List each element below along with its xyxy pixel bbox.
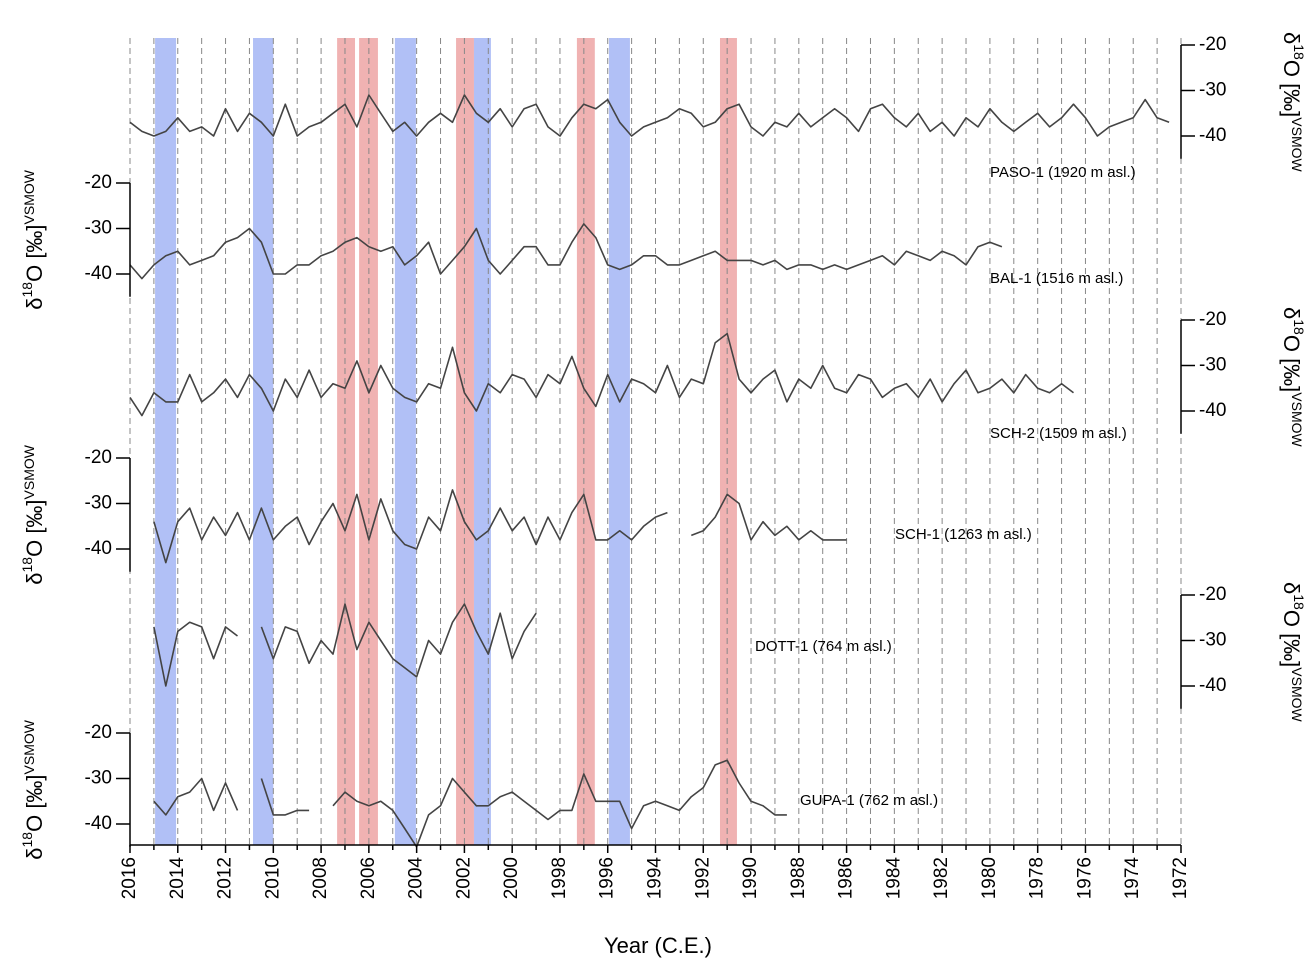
x-tick-label: 1994	[645, 857, 666, 900]
y-tick-label: -30	[85, 218, 112, 239]
y-axis-title-part: δ	[22, 297, 47, 309]
x-tick-label: 2002	[453, 857, 474, 899]
y-tick-label: -30	[1199, 80, 1226, 101]
y-axis-title-part: O [‰]	[22, 499, 47, 556]
highlight-band	[608, 38, 630, 845]
y-axis-title-part: 18	[1291, 44, 1307, 60]
series-lines	[129, 94, 1170, 848]
y-axis-title-part: O [‰]	[22, 774, 47, 831]
x-tick-label: 2004	[406, 857, 427, 900]
x-tick-label: 1980	[979, 857, 1000, 899]
x-tick-label: 1996	[597, 857, 618, 899]
series-label: SCH-1 (1263 m asl.)	[895, 526, 1032, 543]
y-axis-title-part: δ	[1279, 32, 1304, 44]
y-axis-title-part: O [‰]	[1279, 610, 1304, 667]
y-tick-label: -20	[1199, 309, 1226, 330]
y-axis-title: δ18O [‰]VSMOW	[1279, 307, 1307, 448]
x-tick-label: 2010	[262, 857, 283, 899]
series-line	[153, 603, 537, 687]
y-axis-title-part: 18	[1291, 594, 1307, 610]
series-line	[129, 94, 1170, 137]
highlight-band	[394, 38, 416, 845]
y-axis-title-part: O [‰]	[22, 224, 47, 281]
y-axis-title-part: 18	[1291, 319, 1307, 335]
y-axis-title-part: VSMOW	[21, 444, 37, 499]
x-tick-label: 2014	[167, 857, 188, 900]
y-axis-title-part: δ	[1279, 582, 1304, 594]
x-tick-label: 2016	[119, 857, 140, 899]
y-tick-label: -20	[1199, 584, 1226, 605]
y-tick-label: -30	[85, 493, 112, 514]
y-axis-title-part: δ	[22, 572, 47, 584]
highlight-band	[576, 38, 595, 845]
x-tick-label: 2008	[310, 857, 331, 899]
y-axis-title-part: δ	[22, 847, 47, 859]
y-tick-label: -20	[1199, 34, 1226, 55]
y-tick-label: -30	[1199, 630, 1226, 651]
x-tick-label: 1992	[692, 857, 713, 899]
y-tick-label: -40	[1199, 675, 1226, 696]
y-tick-label: -40	[1199, 400, 1226, 421]
y-tick-label: -40	[85, 813, 112, 834]
y-axis-title-part: 18	[19, 282, 35, 298]
x-tick-label: 1982	[931, 857, 952, 899]
y-axis-title-part: O [‰]	[1279, 60, 1304, 117]
series-label: DOTT-1 (764 m asl.)	[755, 638, 892, 655]
y-axis-title-part: δ	[1279, 307, 1304, 319]
y-axis-title-part: VSMOW	[21, 719, 37, 774]
x-tick-label: 1974	[1122, 857, 1143, 900]
x-tick-label: 1998	[549, 857, 570, 899]
x-tick-label: 1972	[1170, 857, 1191, 899]
x-tick-label: 2000	[501, 857, 522, 899]
bands	[155, 38, 737, 845]
y-tick-label: -30	[1199, 355, 1226, 376]
grid	[129, 38, 1182, 845]
axes: 2016 2014 2012 2010 2008 2006 2004 2002 2000 1998…	[19, 32, 1308, 899]
x-tick-label: 1978	[1027, 857, 1048, 899]
y-tick-label: -40	[85, 263, 112, 284]
highlight-band	[253, 38, 274, 845]
x-tick-label: 1988	[788, 857, 809, 899]
x-tick-label: 1986	[836, 857, 857, 899]
series-line	[129, 332, 1074, 417]
series-label: GUPA-1 (762 m asl.)	[800, 792, 938, 809]
highlight-band	[473, 38, 491, 845]
highlight-band	[456, 38, 474, 845]
y-tick-label: -40	[1199, 125, 1226, 146]
y-tick-label: -20	[85, 172, 112, 193]
series-label: BAL-1 (1516 m asl.)	[990, 270, 1123, 287]
x-tick-label: 2006	[358, 857, 379, 899]
y-axis-title: δ18O [‰]VSMOW	[19, 444, 47, 585]
series-label: PASO-1 (1920 m asl.)	[990, 164, 1136, 181]
y-axis-title: δ18O [‰]VSMOW	[19, 169, 47, 310]
x-tick-label: 1976	[1074, 857, 1095, 899]
series-line	[153, 489, 847, 564]
y-tick-label: -30	[85, 768, 112, 789]
y-axis-title: δ18O [‰]VSMOW	[19, 719, 47, 860]
y-axis-title-part: VSMOW	[1289, 667, 1305, 722]
y-axis-title-part: VSMOW	[21, 169, 37, 224]
x-tick-label: 1984	[883, 857, 904, 900]
series-line	[153, 759, 787, 848]
highlight-band	[337, 38, 356, 845]
y-axis-title-part: O [‰]	[1279, 335, 1304, 392]
x-axis-title: Year (C.E.)	[604, 933, 712, 958]
y-axis-title-part: VSMOW	[1289, 117, 1305, 172]
x-tick-label: 1990	[740, 857, 761, 899]
y-axis-title: δ18O [‰]VSMOW	[1279, 32, 1307, 173]
highlight-band	[719, 38, 737, 845]
y-tick-label: -40	[85, 538, 112, 559]
y-axis-title-part: 18	[19, 557, 35, 573]
y-axis-title-part: 18	[19, 832, 35, 848]
y-axis-title: δ18O [‰]VSMOW	[1279, 582, 1307, 723]
x-tick-label: 2012	[215, 857, 236, 899]
series-line	[129, 223, 1003, 280]
highlight-band	[155, 38, 177, 845]
y-tick-label: -20	[85, 447, 112, 468]
y-axis-title-part: VSMOW	[1289, 392, 1305, 447]
y-tick-label: -20	[85, 722, 112, 743]
series-label: SCH-2 (1509 m asl.)	[990, 425, 1127, 442]
